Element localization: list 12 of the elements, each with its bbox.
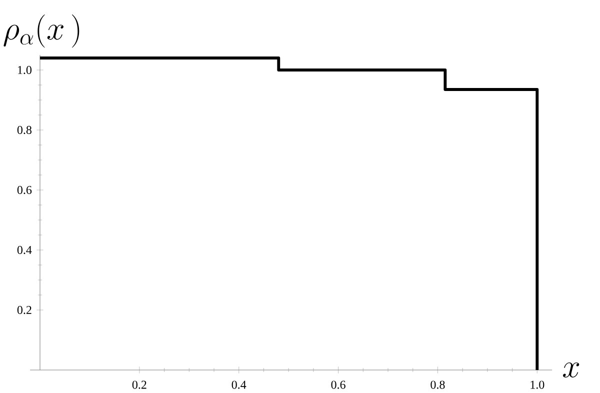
y-axis-title: $\rho_{\alpha}(x\,)$: [4, 14, 80, 48]
x-tick-label: 0.2: [132, 380, 146, 389]
x-tick-label: 0.8: [430, 380, 445, 389]
y-tick-label: 0.8: [17, 126, 32, 134]
x-tick-label: 0.4: [232, 380, 246, 389]
x-tick-label: 0.6: [331, 380, 346, 389]
y-tick-label: 0.2: [17, 306, 32, 314]
y-tick-label: 0.6: [17, 186, 32, 194]
x-axis-title: $x$: [563, 362, 580, 378]
y-tick-label: 1.0: [18, 66, 32, 74]
y-tick-label: 0.4: [17, 246, 32, 254]
x-tick-label: 1.0: [530, 380, 544, 389]
